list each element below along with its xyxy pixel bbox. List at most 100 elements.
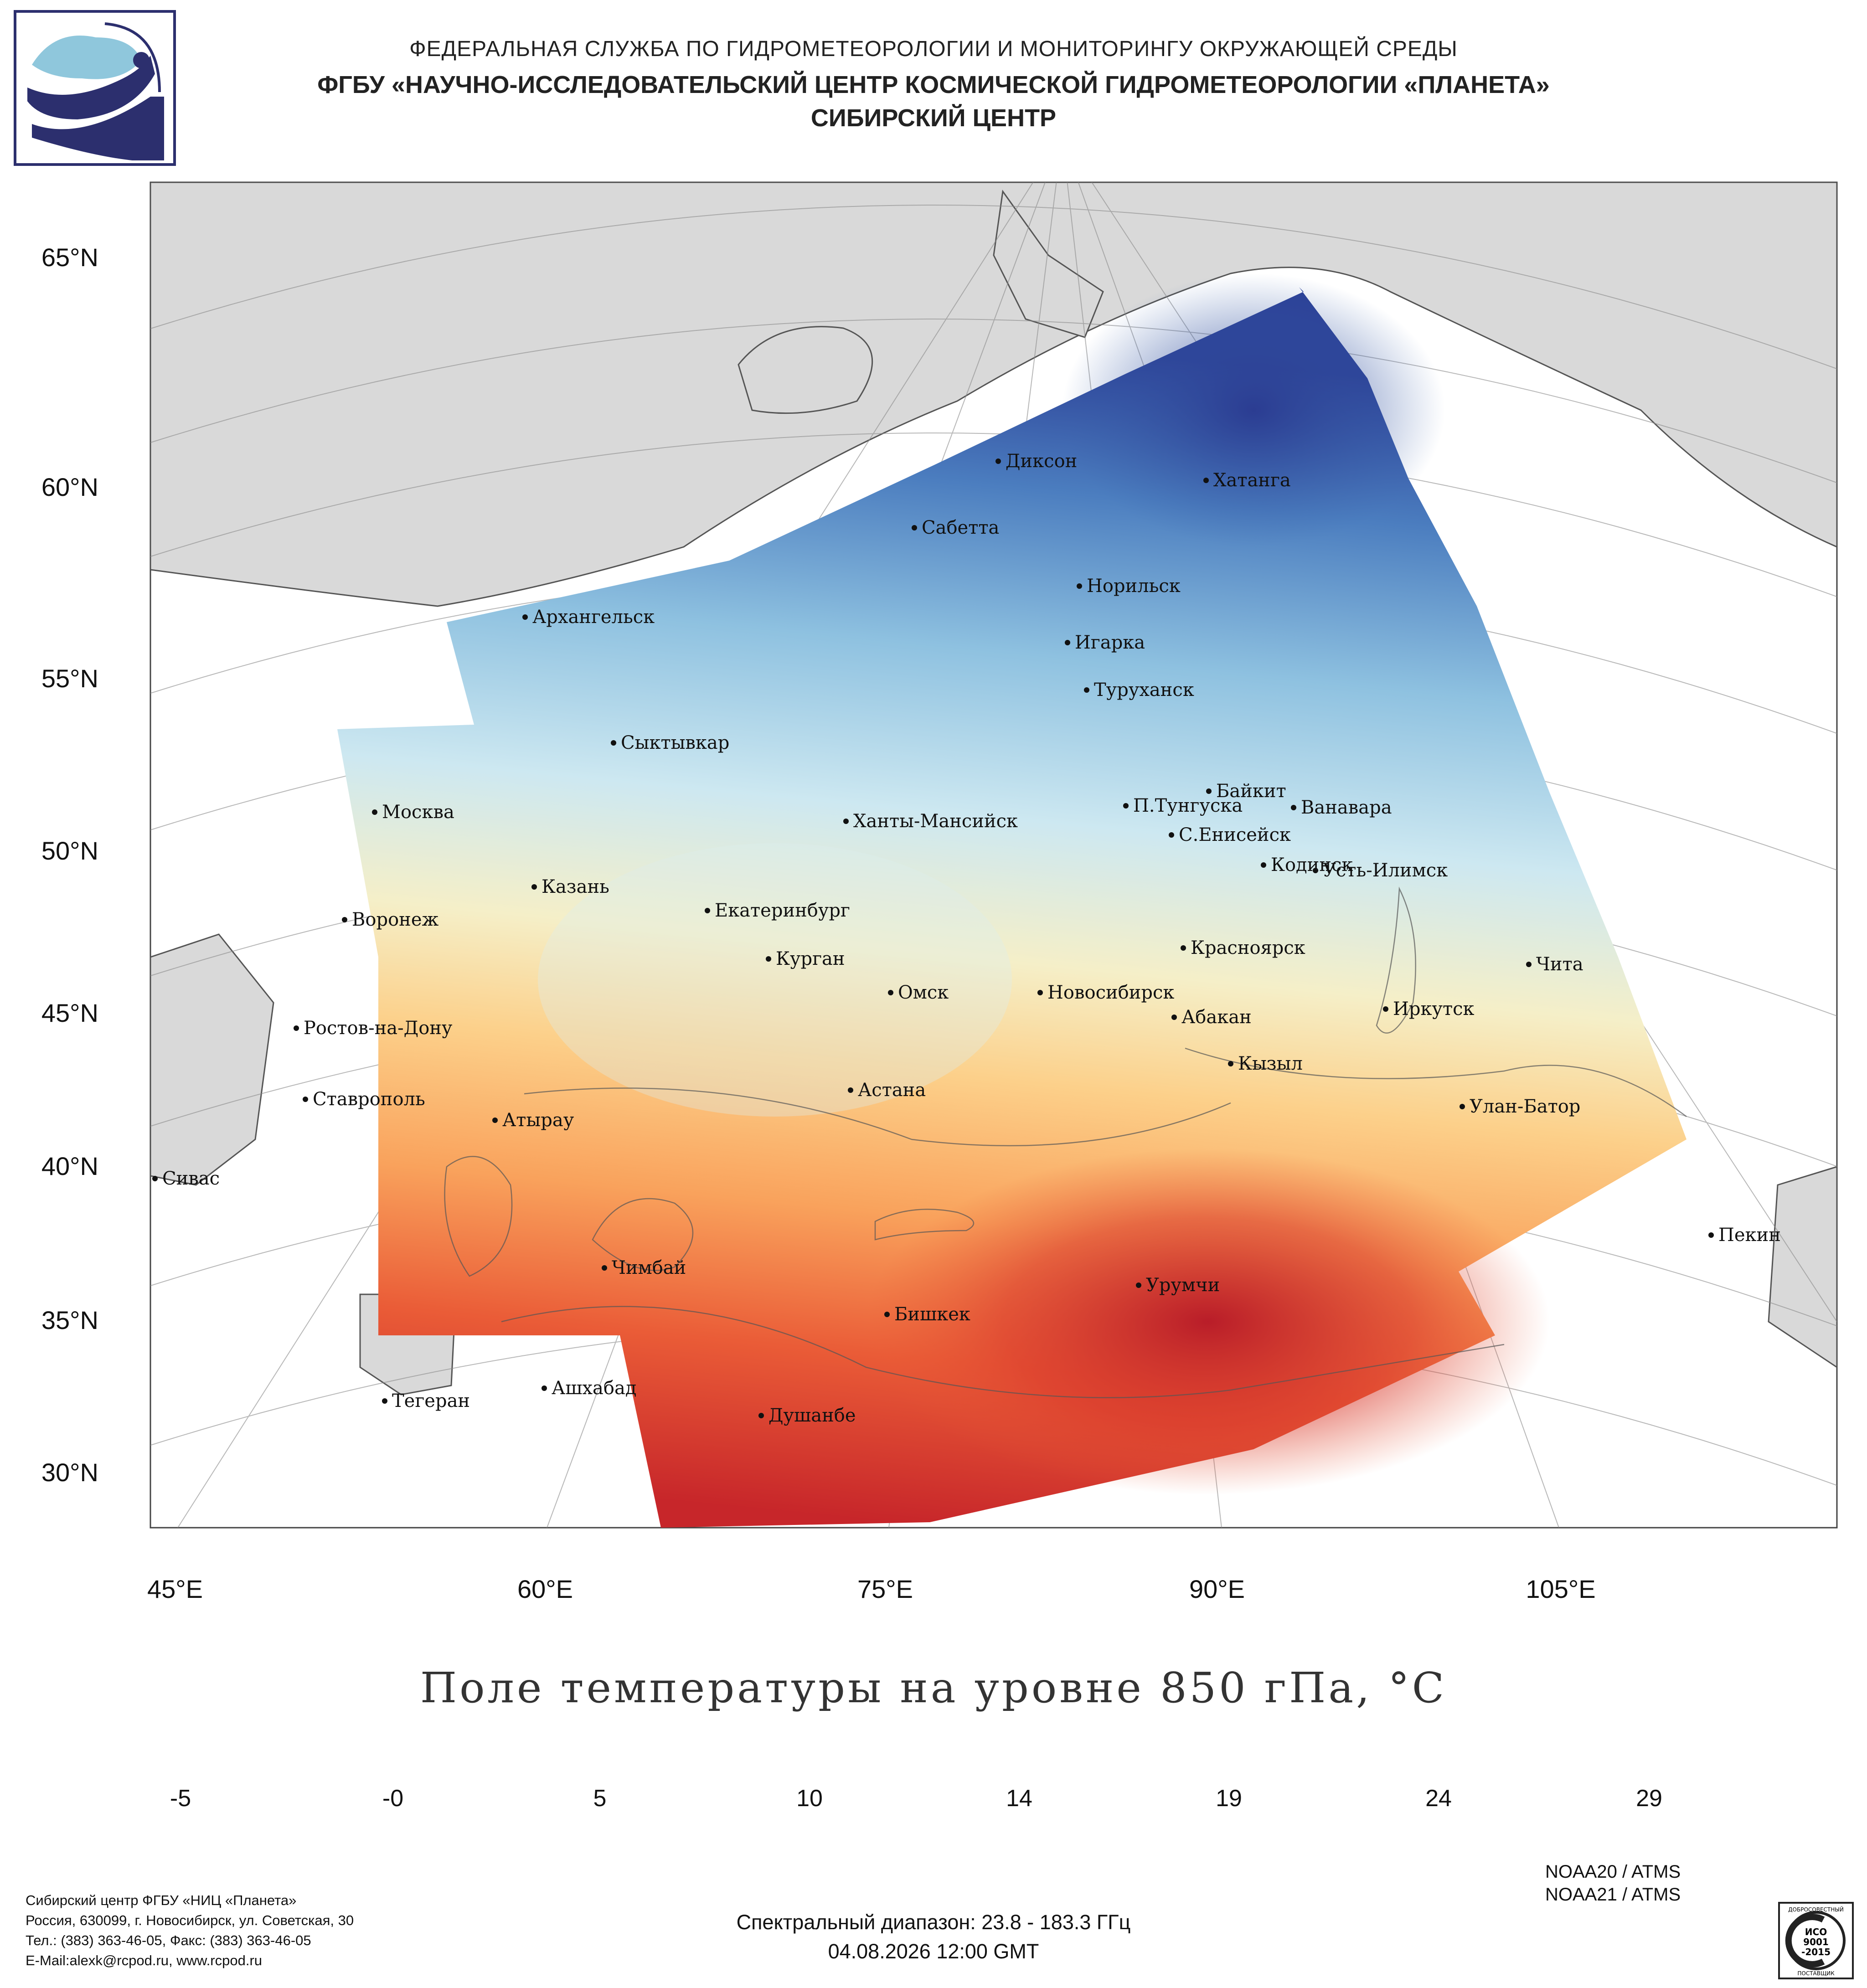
city-label: Новосибирск (1047, 982, 1174, 1003)
city-dot (372, 809, 377, 815)
city-marker: Ханты-Мансийск (843, 811, 1018, 832)
lat-label-55: 55°N (41, 664, 98, 693)
header-line-3: СИБИРСКИЙ ЦЕНТР (810, 104, 1057, 132)
city-marker: Москва (372, 802, 454, 823)
city-label: Тегеран (392, 1391, 470, 1411)
city-marker: Бишкек (884, 1304, 970, 1325)
city-dot (1136, 1282, 1141, 1288)
city-dot (843, 819, 849, 824)
city-marker: Абакан (1171, 1007, 1252, 1028)
city-dot (1171, 1015, 1177, 1020)
city-label: Игарка (1075, 632, 1145, 653)
footer-org: Сибирский центр ФГБУ «НИЦ «Планета» (26, 1892, 297, 1908)
city-dot (342, 917, 347, 922)
colorbar-label: 10 (796, 1785, 823, 1812)
city-dot (542, 1385, 547, 1391)
city-dot (1460, 1104, 1465, 1109)
city-marker: Кызыл (1228, 1053, 1303, 1074)
lat-label-40: 40°N (41, 1152, 98, 1180)
city-dot (303, 1097, 308, 1102)
city-marker: П.Тунгуска (1123, 795, 1243, 816)
city-label: Ванавара (1301, 797, 1392, 818)
city-label: Курган (776, 948, 845, 969)
city-dot (1084, 687, 1089, 693)
city-dot (1123, 803, 1129, 809)
city-dot (888, 990, 893, 995)
city-marker: Ванавара (1291, 797, 1392, 818)
city-marker: Екатеринбург (705, 900, 850, 921)
city-marker: Туруханск (1084, 680, 1194, 700)
colorbar-label: 5 (593, 1785, 607, 1812)
city-marker: Новосибирск (1037, 982, 1174, 1003)
city-marker: Сабетта (912, 517, 999, 538)
city-label: С.Енисейск (1179, 824, 1291, 845)
city-dot (1169, 832, 1174, 838)
city-label: Ставрополь (313, 1089, 425, 1110)
city-marker: Атырау (492, 1110, 574, 1131)
city-marker: Казань (531, 876, 609, 897)
city-label: Екатеринбург (715, 900, 850, 921)
lon-label-60: 60°E (517, 1575, 573, 1603)
city-dot (848, 1087, 853, 1093)
city-label: Ашхабад (552, 1378, 636, 1399)
city-marker: Байкит (1206, 781, 1286, 802)
city-dot (884, 1312, 890, 1317)
city-marker: Ростов-на-Дону (294, 1018, 453, 1039)
city-label: Воронеж (352, 909, 438, 930)
city-dot (522, 614, 528, 620)
city-label: Пекин (1718, 1225, 1781, 1246)
lat-label-45: 45°N (41, 999, 98, 1027)
city-marker: Диксон (995, 451, 1077, 472)
city-marker: Сыктывкар (611, 732, 729, 753)
city-label: Абакан (1181, 1007, 1252, 1028)
city-dot (602, 1265, 607, 1271)
satellite-1: NOAA20 / ATMS (1545, 1862, 1681, 1882)
city-marker: Хатанга (1203, 470, 1291, 491)
lat-label-50: 50°N (41, 836, 98, 865)
city-marker: Чимбай (602, 1257, 686, 1278)
colorbar (153, 1759, 1835, 1778)
lat-label-65: 65°N (41, 243, 98, 272)
city-label: Сивас (162, 1168, 220, 1189)
planeta-logo-icon (14, 10, 176, 166)
cities-layer: Диксон Хатанга Сабетта Норильск Архангельск И… (152, 451, 1781, 1426)
lon-label-45: 45°E (147, 1575, 203, 1603)
city-marker: Урумчи (1136, 1275, 1220, 1296)
city-marker: Омск (888, 982, 949, 1003)
lon-label-90: 90°E (1189, 1575, 1245, 1603)
city-dot (1077, 583, 1082, 589)
lon-label-75: 75°E (857, 1575, 913, 1603)
city-dot (1261, 862, 1266, 868)
city-label: Иркутск (1393, 999, 1475, 1020)
footer-contacts: Сибирский центр ФГБУ «НИЦ «Планета» Росс… (26, 1890, 354, 1971)
city-marker: Кодинск (1261, 855, 1353, 876)
city-label: Улан-Батор (1470, 1096, 1580, 1117)
iso-text-3: -2015 (1801, 1947, 1831, 1957)
city-marker: Улан-Батор (1460, 1096, 1580, 1117)
lat-label-30: 30°N (41, 1458, 98, 1487)
colorbar-label: 14 (1006, 1785, 1032, 1812)
city-label: Норильск (1087, 576, 1181, 597)
city-marker: Астана (848, 1080, 926, 1101)
city-label: Бишкек (894, 1304, 970, 1325)
colorbar-label: -0 (382, 1785, 404, 1812)
city-marker: Красноярск (1181, 937, 1305, 958)
city-label: Кызыл (1238, 1053, 1303, 1074)
city-label: Байкит (1216, 781, 1286, 802)
city-label: Омск (898, 982, 949, 1003)
iso-text-bottom: ПОСТАВЩИК (1797, 1970, 1835, 1977)
city-marker: Чита (1526, 954, 1583, 975)
city-dot (1708, 1232, 1714, 1238)
colorbar-label: 29 (1636, 1785, 1662, 1812)
city-marker: Норильск (1077, 576, 1181, 597)
city-label: Урумчи (1146, 1275, 1220, 1296)
city-dot (758, 1413, 764, 1418)
city-dot (995, 458, 1001, 464)
city-dot (766, 956, 771, 962)
city-dot (1228, 1061, 1233, 1066)
datetime: 04.08.2026 12:00 GMT (828, 1940, 1039, 1963)
header-line-1: ФЕДЕРАЛЬНАЯ СЛУЖБА ПО ГИДРОМЕТЕОРОЛОГИИ … (409, 37, 1458, 61)
city-marker: Сивас (152, 1168, 220, 1189)
city-dot (1313, 868, 1318, 873)
city-dot (531, 884, 537, 890)
